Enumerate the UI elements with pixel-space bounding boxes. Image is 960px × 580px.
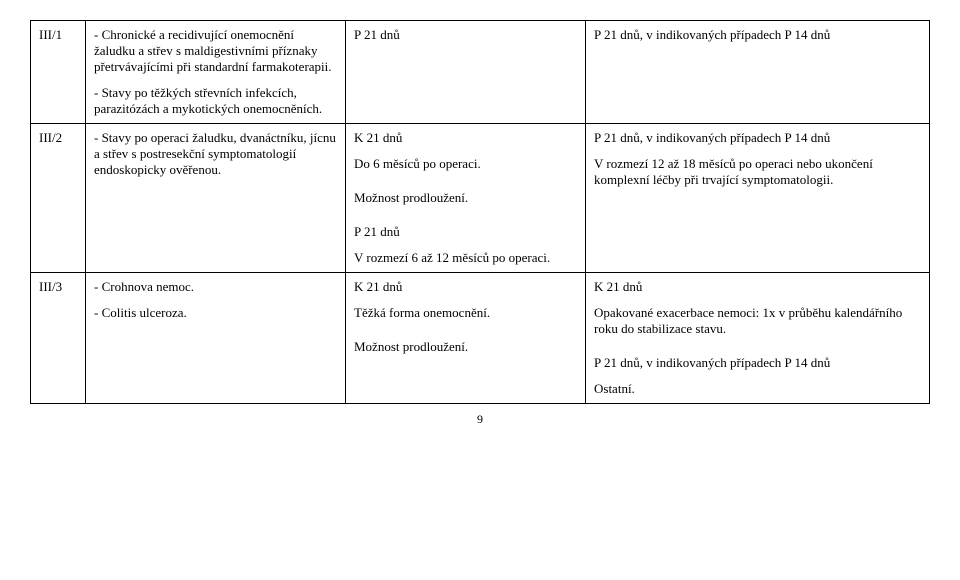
row-description: - Crohnova nemoc. - Colitis ulceroza. <box>86 273 346 404</box>
note-paragraph: P 21 dnů, v indikovaných případech P 14 … <box>594 355 921 371</box>
row-indication: K 21 dnů Do 6 měsíců po operaci. Možnost… <box>346 124 586 273</box>
table-row: III/1 - Chronické a recidivující onemocn… <box>31 21 930 124</box>
ind-paragraph: Do 6 měsíců po operaci. <box>354 156 577 172</box>
row-indication: P 21 dnů <box>346 21 586 124</box>
note-paragraph: V rozmezí 12 až 18 měsíců po operaci neb… <box>594 156 921 188</box>
ind-paragraph: Těžká forma onemocnění. <box>354 305 577 321</box>
note-paragraph: P 21 dnů, v indikovaných případech P 14 … <box>594 130 921 146</box>
table-row: III/3 - Crohnova nemoc. - Colitis ulcero… <box>31 273 930 404</box>
row-note: P 21 dnů, v indikovaných případech P 14 … <box>586 124 930 273</box>
desc-paragraph: - Colitis ulceroza. <box>94 305 337 321</box>
row-id: III/1 <box>31 21 86 124</box>
ind-paragraph: Možnost prodloužení. <box>354 339 577 355</box>
row-id: III/2 <box>31 124 86 273</box>
row-description: - Chronické a recidivující onemocnění ža… <box>86 21 346 124</box>
note-paragraph: Ostatní. <box>594 381 921 397</box>
ind-paragraph: P 21 dnů <box>354 27 577 43</box>
desc-paragraph: - Stavy po těžkých střevních infekcích, … <box>94 85 337 117</box>
ind-paragraph: K 21 dnů <box>354 279 577 295</box>
desc-paragraph: - Crohnova nemoc. <box>94 279 337 295</box>
page-number: 9 <box>30 412 930 427</box>
ind-paragraph: P 21 dnů <box>354 224 577 240</box>
row-id: III/3 <box>31 273 86 404</box>
ind-paragraph: V rozmezí 6 až 12 měsíců po operaci. <box>354 250 577 266</box>
desc-paragraph: - Stavy po operaci žaludku, dvanáctníku,… <box>94 130 337 178</box>
ind-paragraph: K 21 dnů <box>354 130 577 146</box>
table-row: III/2 - Stavy po operaci žaludku, dvanác… <box>31 124 930 273</box>
document-table: III/1 - Chronické a recidivující onemocn… <box>30 20 930 404</box>
row-note: P 21 dnů, v indikovaných případech P 14 … <box>586 21 930 124</box>
note-paragraph: P 21 dnů, v indikovaných případech P 14 … <box>594 27 921 43</box>
note-paragraph: K 21 dnů <box>594 279 921 295</box>
note-paragraph: Opakované exacerbace nemoci: 1x v průběh… <box>594 305 921 337</box>
row-note: K 21 dnů Opakované exacerbace nemoci: 1x… <box>586 273 930 404</box>
ind-paragraph: Možnost prodloužení. <box>354 190 577 206</box>
row-description: - Stavy po operaci žaludku, dvanáctníku,… <box>86 124 346 273</box>
desc-paragraph: - Chronické a recidivující onemocnění ža… <box>94 27 337 75</box>
row-indication: K 21 dnů Těžká forma onemocnění. Možnost… <box>346 273 586 404</box>
